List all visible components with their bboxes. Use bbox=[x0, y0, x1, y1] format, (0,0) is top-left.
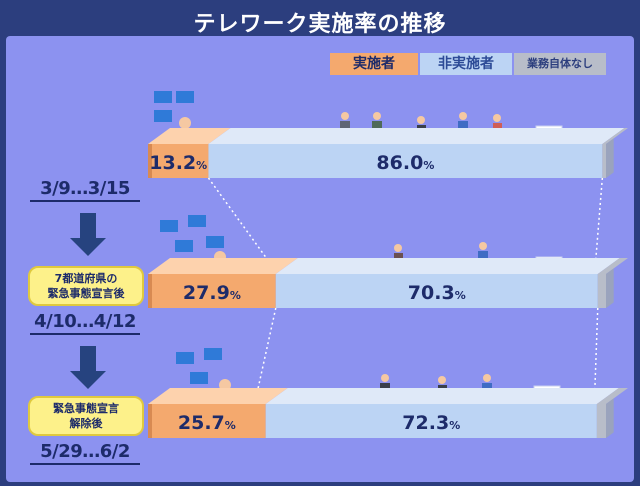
bar-segment-not-done bbox=[208, 144, 603, 178]
value-label-not-done: 86.0% bbox=[376, 152, 434, 174]
period-label: 5/29…6/2 bbox=[30, 441, 140, 465]
bar-edge bbox=[148, 274, 152, 308]
bar-segment-not-done bbox=[275, 274, 598, 308]
bar-segment-not-done-top bbox=[265, 388, 619, 404]
value-label-done: 13.2% bbox=[149, 152, 207, 174]
bar-segment-no-work-top bbox=[596, 388, 628, 404]
bar-segment-no-work-top bbox=[602, 128, 628, 144]
arrow-down-icon bbox=[70, 346, 106, 389]
arrow-down-icon bbox=[70, 213, 106, 256]
bar-segment-done-top bbox=[148, 388, 288, 404]
connector-line bbox=[207, 177, 269, 261]
bar-segment-no-work-top bbox=[597, 258, 628, 274]
note-label: 緊急事態宣言 解除後 bbox=[28, 396, 144, 436]
legend-done: 実施者 bbox=[330, 53, 418, 75]
bar-edge bbox=[148, 404, 152, 438]
bar-segment-no-work bbox=[597, 274, 606, 308]
bar-segment-not-done-top bbox=[275, 258, 620, 274]
bar-segment-done bbox=[148, 404, 266, 438]
page-title: テレワーク実施率の推移 bbox=[193, 12, 447, 37]
value-label-not-done: 72.3% bbox=[402, 412, 460, 434]
period-label: 4/10…4/12 bbox=[30, 311, 140, 335]
connector-lines bbox=[207, 177, 604, 391]
bar-segment-not-done bbox=[265, 404, 597, 438]
period-label: 3/9…3/15 bbox=[30, 178, 140, 202]
connector-line bbox=[256, 307, 277, 391]
note-label: 7都道府県の 緊急事態宣言後 bbox=[28, 266, 144, 306]
connector-line bbox=[595, 177, 604, 261]
bar-side bbox=[606, 398, 614, 438]
value-label-done: 25.7% bbox=[178, 412, 236, 434]
legend-not-done: 非実施者 bbox=[420, 53, 512, 75]
bar-side bbox=[606, 138, 614, 178]
bar-segment-done bbox=[148, 144, 209, 178]
bar-segment-done bbox=[148, 274, 276, 308]
bar-segment-not-done-top bbox=[208, 128, 625, 144]
bar-segment-done-top bbox=[148, 128, 231, 144]
connector-line bbox=[594, 307, 599, 391]
bar-segment-no-work bbox=[596, 404, 606, 438]
bar-segment-done-top bbox=[148, 258, 298, 274]
value-label-not-done: 70.3% bbox=[408, 282, 466, 304]
bar-layer: 13.2% 86.0% 27.9% 70.3% 25.7% 72.3% bbox=[148, 128, 628, 438]
bar-edge bbox=[148, 144, 152, 178]
value-label-done: 27.9% bbox=[183, 282, 241, 304]
legend-no-work: 業務自体なし bbox=[514, 53, 606, 75]
bar-segment-no-work bbox=[602, 144, 606, 178]
bar-side bbox=[606, 268, 614, 308]
